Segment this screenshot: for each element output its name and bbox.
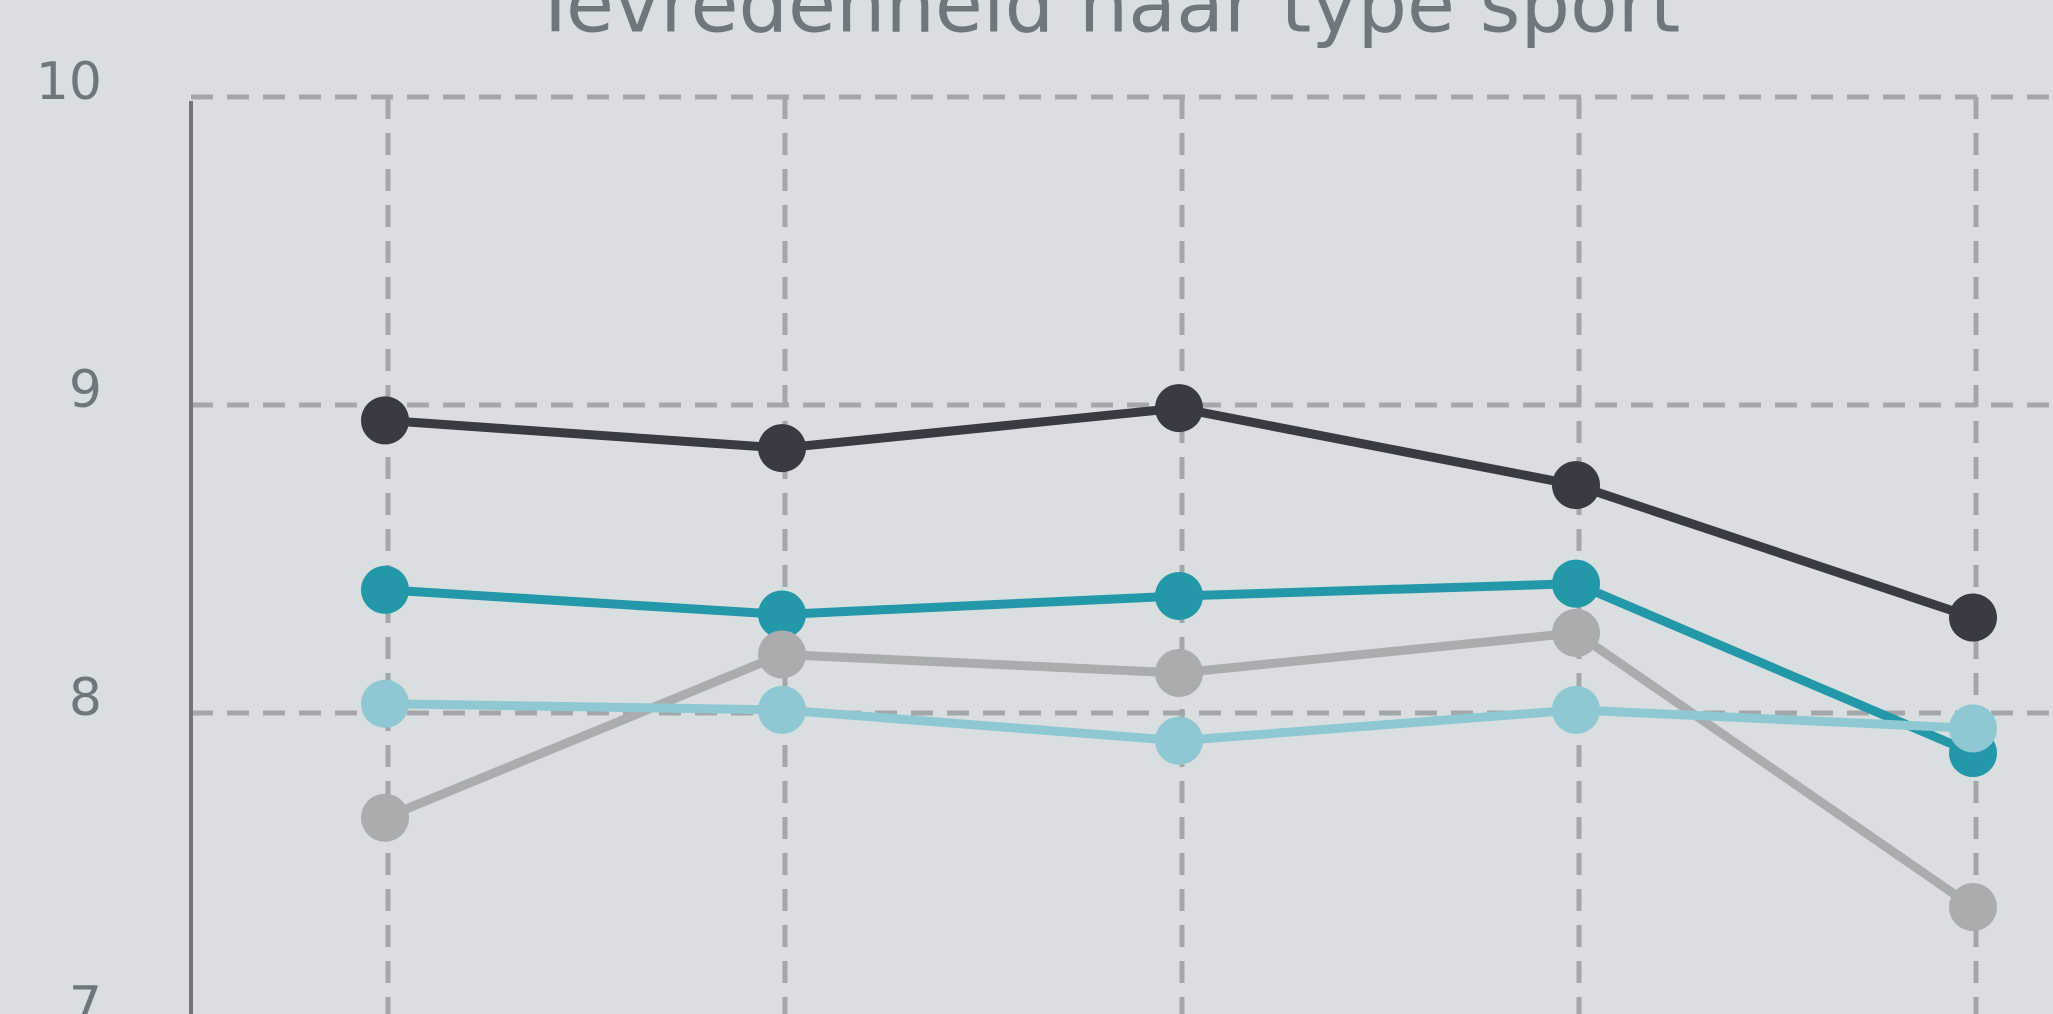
data-point xyxy=(361,679,409,728)
data-point xyxy=(1552,608,1600,657)
data-point xyxy=(1949,704,1997,753)
y-tick-label: 9 xyxy=(69,360,102,420)
data-point xyxy=(361,565,409,614)
data-point xyxy=(361,396,409,445)
data-point xyxy=(1949,883,1997,932)
data-point xyxy=(1155,384,1203,433)
data-point xyxy=(1552,685,1600,734)
data-point xyxy=(1155,648,1203,697)
data-point xyxy=(758,630,806,679)
data-point xyxy=(1155,571,1203,620)
data-point xyxy=(758,424,806,473)
data-point xyxy=(758,685,806,734)
data-point xyxy=(361,793,409,842)
data-point xyxy=(1155,716,1203,765)
data-point xyxy=(1949,593,1997,642)
y-tick-label: 10 xyxy=(36,52,102,112)
y-tick-label: 8 xyxy=(69,668,102,728)
y-tick-label: 7 xyxy=(69,976,102,1014)
chart-title: Tevredenheid naar type sport xyxy=(531,0,1681,50)
data-point xyxy=(1552,461,1600,510)
data-point xyxy=(758,590,806,639)
data-point xyxy=(1552,559,1600,608)
